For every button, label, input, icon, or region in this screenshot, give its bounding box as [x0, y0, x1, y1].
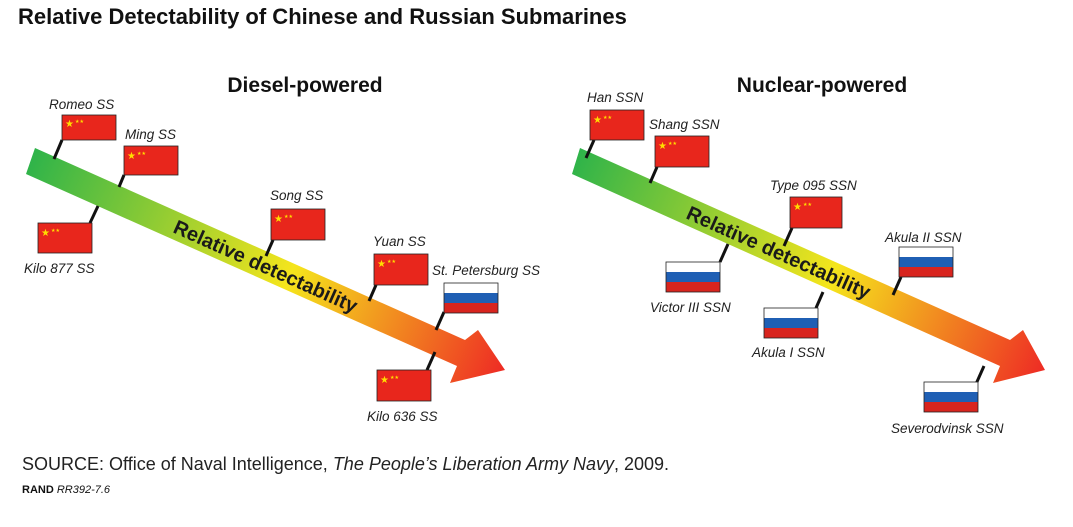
diesel-arrow-label: Relative detectability: [170, 216, 361, 318]
romeo-ss-label: Romeo SS: [49, 97, 114, 112]
yuan-ss-label: Yuan SS: [373, 234, 426, 249]
victor-iii-ssn-label: Victor III SSN: [650, 300, 731, 315]
svg-text:★: ★: [127, 151, 136, 162]
kilo-636-ss-flag-icon: ★ ★★: [376, 369, 432, 402]
svg-text:★: ★: [380, 375, 389, 386]
svg-text:★★: ★★: [51, 228, 60, 234]
akula-i-ssn-flag-icon: [763, 307, 819, 339]
kilo-877-ss-leader-line: [88, 205, 100, 224]
han-ssn-label: Han SSN: [587, 90, 644, 105]
shang-ssn-label: Shang SSN: [649, 117, 720, 132]
source-note: SOURCE: Office of Naval Intelligence, Th…: [22, 454, 669, 475]
song-ss-label: Song SS: [270, 188, 323, 203]
severodvinsk-ssn-label: Severodvinsk SSN: [891, 421, 1004, 436]
svg-text:★★: ★★: [75, 119, 84, 125]
kilo-877-ss-flag-icon: ★ ★★: [37, 222, 93, 254]
figure-id-code: RR392-7.6: [56, 484, 111, 496]
kilo-636-ss-label: Kilo 636 SS: [367, 409, 438, 424]
akula-ii-ssn-flag-icon: [898, 246, 954, 278]
svg-text:★★: ★★: [284, 214, 293, 220]
svg-text:★: ★: [274, 214, 283, 225]
yuan-ss-flag-icon: ★ ★★: [373, 253, 429, 286]
svg-text:★: ★: [658, 141, 667, 152]
romeo-ss-leader-line: [52, 139, 64, 160]
type-095-ssn-flag-icon: ★ ★★: [789, 196, 843, 229]
han-ssn-flag-icon: ★ ★★: [589, 109, 645, 141]
diesel-detectability-arrow: [26, 148, 505, 383]
figure-id-org: RAND: [22, 484, 54, 496]
nuclear-panel: Nuclear-powered Relative detectability ★…: [572, 74, 1045, 436]
st-petersburg-ss-flag-icon: [443, 282, 499, 314]
kilo-636-ss-leader-line: [425, 351, 437, 371]
svg-text:★: ★: [41, 228, 50, 239]
ming-ss-label: Ming SS: [125, 127, 176, 142]
song-ss-leader-line: [264, 239, 275, 257]
diesel-panel: Diesel-powered Relative detectability ★ …: [24, 74, 540, 424]
nuclear-detectability-arrow: [572, 148, 1045, 383]
svg-text:★: ★: [793, 202, 802, 213]
svg-text:★★: ★★: [603, 115, 612, 121]
ming-ss-leader-line: [117, 174, 126, 188]
figure-title: Relative Detectability of Chinese and Ru…: [18, 4, 627, 29]
shang-ssn-flag-icon: ★ ★★: [654, 135, 710, 168]
severodvinsk-ssn-leader-line: [974, 365, 986, 385]
victor-iii-ssn-flag-icon: [665, 261, 721, 293]
svg-text:★★: ★★: [387, 259, 396, 265]
svg-text:★: ★: [65, 119, 74, 130]
svg-text:★: ★: [593, 115, 602, 126]
source-suffix: , 2009.: [613, 454, 669, 474]
svg-text:★★: ★★: [137, 151, 146, 157]
akula-ii-ssn-leader-line: [891, 276, 903, 296]
akula-ii-ssn-label: Akula II SSN: [884, 230, 962, 245]
svg-text:★★: ★★: [390, 375, 399, 381]
ming-ss-flag-icon: ★ ★★: [123, 145, 179, 176]
akula-i-ssn-leader-line: [814, 291, 825, 309]
akula-i-ssn-label: Akula I SSN: [751, 345, 825, 360]
victor-iii-ssn-leader-line: [718, 243, 730, 263]
figure-id: RAND RR392-7.6: [22, 484, 110, 496]
st-petersburg-ss-label: St. Petersburg SS: [432, 263, 540, 278]
diesel-heading: Diesel-powered: [227, 74, 382, 97]
type-095-ssn-leader-line: [782, 227, 794, 247]
st-petersburg-ss-leader-line: [434, 311, 446, 331]
type-095-ssn-label: Type 095 SSN: [770, 178, 857, 193]
kilo-877-ss-label: Kilo 877 SS: [24, 261, 95, 276]
shang-ssn-leader-line: [648, 166, 659, 184]
source-prefix: SOURCE: Office of Naval Intelligence,: [22, 454, 333, 474]
romeo-ss-flag-icon: ★ ★★: [61, 114, 117, 141]
song-ss-flag-icon: ★ ★★: [270, 208, 326, 241]
nuclear-heading: Nuclear-powered: [737, 74, 907, 97]
han-ssn-leader-line: [584, 139, 596, 159]
svg-text:★★: ★★: [803, 202, 812, 208]
svg-text:★★: ★★: [668, 141, 677, 147]
severodvinsk-ssn-flag-icon: [923, 381, 979, 413]
yuan-ss-leader-line: [367, 284, 378, 302]
svg-text:★: ★: [377, 259, 386, 270]
source-publication: The People’s Liberation Army Navy: [332, 454, 614, 474]
